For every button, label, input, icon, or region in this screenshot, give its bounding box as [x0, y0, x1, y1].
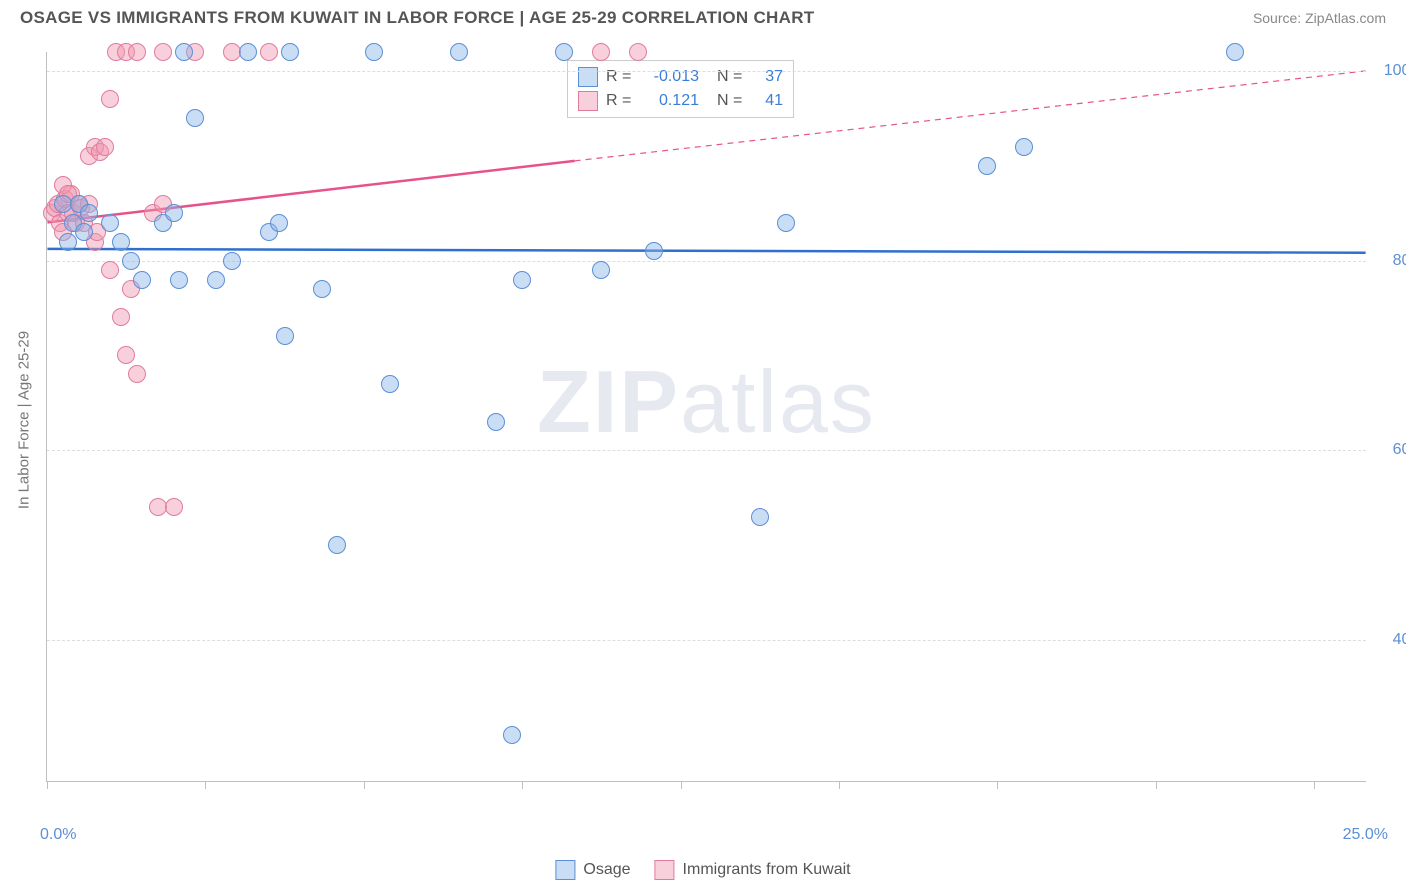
- r-value: 0.121: [644, 92, 699, 110]
- data-point: [165, 498, 183, 516]
- data-point: [75, 223, 93, 241]
- data-point: [276, 327, 294, 345]
- chart-legend: Osage Immigrants from Kuwait: [555, 860, 850, 880]
- data-point: [112, 308, 130, 326]
- x-tick: [364, 781, 365, 789]
- data-point: [101, 214, 119, 232]
- data-point: [186, 109, 204, 127]
- data-point: [170, 271, 188, 289]
- stats-row: R = 0.121 N = 41: [578, 89, 783, 113]
- y-tick-label: 40.0%: [1378, 631, 1406, 649]
- y-axis-label: In Labor Force | Age 25-29: [16, 331, 33, 509]
- data-point: [592, 43, 610, 61]
- grid-line: [47, 450, 1366, 451]
- data-point: [239, 43, 257, 61]
- data-point: [154, 43, 172, 61]
- x-tick: [1156, 781, 1157, 789]
- stats-swatch: [578, 91, 598, 111]
- x-tick: [1314, 781, 1315, 789]
- data-point: [101, 90, 119, 108]
- data-point: [207, 271, 225, 289]
- data-point: [128, 43, 146, 61]
- n-label: N =: [717, 92, 747, 110]
- data-point: [313, 280, 331, 298]
- data-point: [1226, 43, 1244, 61]
- stats-row: R =-0.013N =37: [578, 65, 783, 89]
- data-point: [281, 43, 299, 61]
- y-tick-label: 100.0%: [1378, 62, 1406, 80]
- grid-line: [47, 261, 1366, 262]
- data-point: [365, 43, 383, 61]
- data-point: [112, 233, 130, 251]
- x-tick: [997, 781, 998, 789]
- data-point: [270, 214, 288, 232]
- data-point: [260, 43, 278, 61]
- data-point: [80, 204, 98, 222]
- data-point: [629, 43, 647, 61]
- grid-line: [47, 71, 1366, 72]
- data-point: [751, 508, 769, 526]
- legend-item-osage: Osage: [555, 860, 630, 880]
- data-point: [96, 138, 114, 156]
- x-tick-label-max: 25.0%: [1343, 826, 1388, 844]
- data-point: [381, 375, 399, 393]
- x-tick-label-min: 0.0%: [40, 826, 76, 844]
- watermark: ZIPatlas: [537, 351, 876, 453]
- data-point: [165, 204, 183, 222]
- data-point: [592, 261, 610, 279]
- data-point: [117, 346, 135, 364]
- page-title: OSAGE VS IMMIGRANTS FROM KUWAIT IN LABOR…: [20, 8, 814, 28]
- y-tick-label: 80.0%: [1378, 252, 1406, 270]
- legend-label-osage: Osage: [583, 861, 630, 879]
- x-tick: [681, 781, 682, 789]
- data-point: [328, 536, 346, 554]
- grid-line: [47, 640, 1366, 641]
- x-tick: [205, 781, 206, 789]
- scatter-chart: ZIPatlas R =-0.013N =37R =0.121N =41 40.…: [46, 52, 1366, 782]
- n-value: 41: [755, 92, 783, 110]
- data-point: [503, 726, 521, 744]
- data-point: [555, 43, 573, 61]
- data-point: [223, 252, 241, 270]
- data-point: [175, 43, 193, 61]
- data-point: [1015, 138, 1033, 156]
- x-tick: [522, 781, 523, 789]
- data-point: [978, 157, 996, 175]
- y-tick-label: 60.0%: [1378, 441, 1406, 459]
- data-point: [513, 271, 531, 289]
- correlation-stats-box: R =-0.013N =37 R = 0.121 N = 41: [567, 60, 794, 118]
- r-label: R =: [606, 92, 636, 110]
- trend-lines: [47, 52, 1366, 781]
- source-label: Source: ZipAtlas.com: [1253, 10, 1386, 26]
- legend-label-kuwait: Immigrants from Kuwait: [683, 861, 851, 879]
- data-point: [777, 214, 795, 232]
- data-point: [128, 365, 146, 383]
- legend-swatch-osage: [555, 860, 575, 880]
- legend-item-kuwait: Immigrants from Kuwait: [655, 860, 851, 880]
- x-tick: [839, 781, 840, 789]
- legend-swatch-kuwait: [655, 860, 675, 880]
- data-point: [133, 271, 151, 289]
- data-point: [450, 43, 468, 61]
- data-point: [101, 261, 119, 279]
- data-point: [122, 252, 140, 270]
- x-tick: [47, 781, 48, 789]
- data-point: [59, 233, 77, 251]
- data-point: [645, 242, 663, 260]
- data-point: [487, 413, 505, 431]
